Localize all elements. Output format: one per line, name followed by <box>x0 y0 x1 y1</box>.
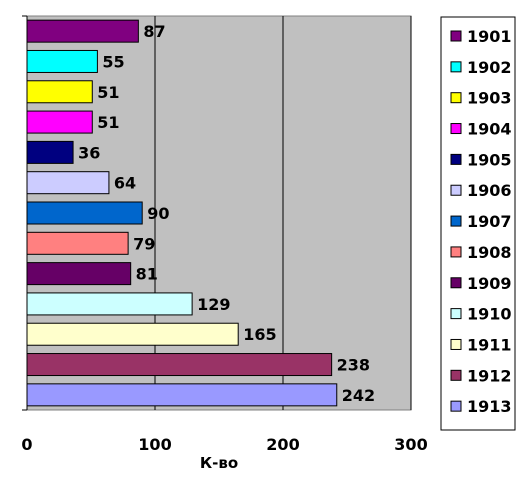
legend-entry-1909: 1909 <box>467 274 512 293</box>
bar-1902 <box>26 49 98 73</box>
data-label-1905: 36 <box>78 143 100 162</box>
data-label-1902: 55 <box>102 52 124 71</box>
bar-1911 <box>26 322 239 346</box>
legend-swatch-1904 <box>450 123 462 135</box>
bar-1901 <box>26 19 139 43</box>
data-label-1904: 51 <box>97 113 119 132</box>
data-label-1907: 90 <box>147 204 169 223</box>
legend: 1901 1902 1903 1904 1905 1906 1907 1908 1909 1910… <box>440 16 516 431</box>
legend-entry-1901: 1901 <box>467 27 512 46</box>
data-label-1909: 81 <box>136 265 158 284</box>
legend-entry-1905: 1905 <box>467 150 512 169</box>
bar-1905 <box>26 140 74 164</box>
bar-1904 <box>26 110 93 134</box>
legend-swatch-1907 <box>450 215 462 227</box>
legend-swatch-1905 <box>450 153 462 165</box>
bar-1912 <box>26 353 333 377</box>
bar-1903 <box>26 80 93 104</box>
legend-swatch-1910 <box>450 308 462 320</box>
legend-entry-1910: 1910 <box>467 305 512 324</box>
legend-swatch-1909 <box>450 277 462 289</box>
legend-swatch-1911 <box>450 338 462 350</box>
bar-1910 <box>26 292 193 316</box>
legend-swatch-1902 <box>450 61 462 73</box>
bar-1907 <box>26 201 143 225</box>
legend-entry-1911: 1911 <box>467 335 512 354</box>
legend-entry-1902: 1902 <box>467 58 512 77</box>
legend-entry-1908: 1908 <box>467 243 512 262</box>
data-label-1908: 79 <box>133 234 155 253</box>
x-tick-label: 200 <box>266 435 299 454</box>
data-label-1912: 238 <box>337 356 370 375</box>
bar-1908 <box>26 231 129 255</box>
bar-1909 <box>26 262 132 286</box>
legend-swatch-1908 <box>450 246 462 258</box>
legend-swatch-1906 <box>450 184 462 196</box>
legend-entry-1904: 1904 <box>467 120 512 139</box>
legend-entry-1907: 1907 <box>467 212 512 231</box>
data-label-1913: 242 <box>342 386 375 405</box>
data-label-1910: 129 <box>197 295 230 314</box>
plot-area: 87 55 51 51 36 64 90 79 81 129 165 238 242 0 100 200 300… <box>21 15 428 472</box>
legend-swatch-1912 <box>450 369 462 381</box>
data-label-1906: 64 <box>114 174 136 193</box>
data-label-1911: 165 <box>243 325 276 344</box>
legend-swatch-1913 <box>450 400 462 412</box>
x-tick-label: 300 <box>394 435 427 454</box>
x-tick-label: 0 <box>21 435 32 454</box>
bar-1913 <box>26 383 338 407</box>
data-label-1901: 87 <box>143 22 165 41</box>
legend-swatch-1901 <box>450 30 462 42</box>
legend-swatch-1903 <box>450 92 462 104</box>
x-tick-label: 100 <box>138 435 171 454</box>
legend-entry-1906: 1906 <box>467 181 512 200</box>
data-label-1903: 51 <box>97 83 119 102</box>
bar-1906 <box>26 171 110 195</box>
legend-entry-1912: 1912 <box>467 366 512 385</box>
x-axis-label: К-во <box>200 454 238 472</box>
legend-entry-1913: 1913 <box>467 397 512 416</box>
legend-entry-1903: 1903 <box>467 89 512 108</box>
